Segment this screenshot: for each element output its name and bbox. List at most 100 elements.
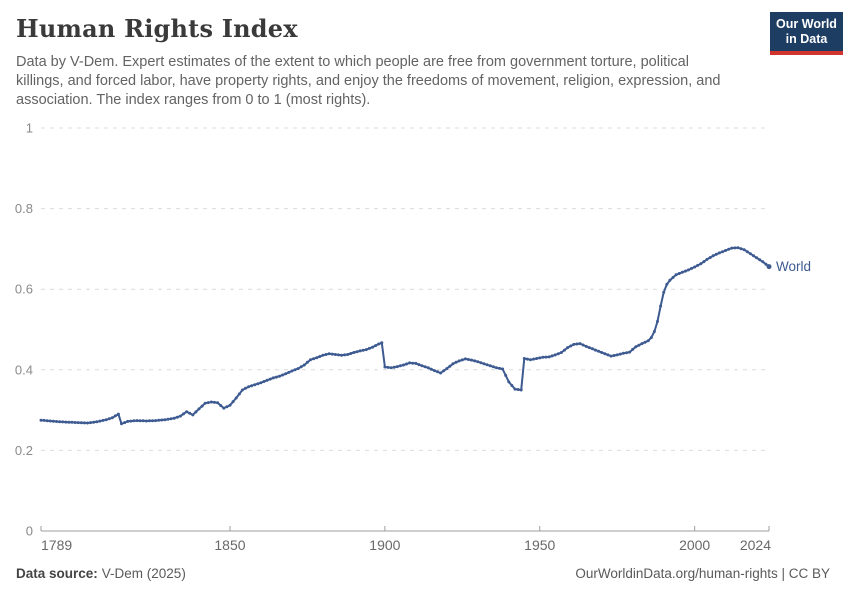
data-point: [612, 354, 616, 357]
license-link[interactable]: CC BY: [788, 566, 830, 581]
data-point: [758, 258, 762, 262]
data-point: [209, 400, 213, 404]
data-point: [668, 278, 672, 282]
data-point: [559, 351, 563, 354]
data-point: [305, 360, 309, 364]
data-point: [755, 256, 759, 260]
data-point: [237, 392, 241, 396]
data-point: [736, 246, 740, 250]
data-point: [467, 358, 470, 361]
data-point: [61, 420, 65, 424]
data-point: [550, 354, 554, 358]
chart-subtitle: Data by V-Dem. Expert estimates of the e…: [16, 54, 721, 108]
data-point: [417, 363, 421, 367]
data-point: [556, 352, 560, 356]
x-axis-label-1850: 1850: [214, 537, 245, 553]
data-point: [429, 367, 433, 371]
data-point: [687, 268, 690, 272]
data-point: [274, 375, 278, 379]
data-point: [361, 348, 365, 352]
data-point: [426, 366, 430, 370]
data-point: [460, 358, 464, 362]
data-point: [649, 336, 653, 340]
data-point: [476, 360, 480, 364]
data-point: [498, 366, 501, 370]
data-point: [154, 419, 158, 423]
data-source-value: V-Dem (2025): [101, 566, 186, 581]
data-point: [525, 357, 529, 361]
x-axis-label-1950: 1950: [524, 537, 555, 553]
data-point: [76, 421, 80, 425]
data-point: [702, 260, 706, 264]
owid-url-link[interactable]: OurWorldinData.org/human-rights: [575, 566, 778, 581]
data-point: [315, 356, 319, 360]
data-point: [247, 385, 251, 389]
data-point: [411, 361, 415, 365]
data-point: [92, 420, 96, 424]
data-point: [488, 364, 492, 368]
data-point: [389, 366, 393, 370]
data-point: [420, 364, 424, 368]
data-point: [95, 420, 99, 424]
data-point: [693, 265, 697, 269]
data-point: [454, 360, 458, 364]
data-point: [457, 359, 461, 363]
data-point: [309, 358, 312, 362]
data-point: [39, 418, 43, 422]
data-point: [259, 381, 263, 385]
data-point: [213, 400, 216, 404]
data-point: [423, 365, 427, 369]
data-point: [271, 376, 275, 380]
y-axis-label-0.4: 0.4: [15, 362, 33, 377]
data-point: [268, 377, 272, 381]
data-point: [250, 384, 254, 388]
data-point: [352, 351, 356, 354]
footer-separator: |: [777, 566, 789, 581]
data-point: [584, 344, 588, 348]
data-point: [225, 405, 229, 409]
data-point: [302, 363, 306, 367]
data-point: [107, 417, 111, 421]
data-point: [45, 419, 49, 423]
data-point: [219, 404, 223, 407]
data-point: [374, 344, 378, 348]
owid-logo[interactable]: Our World in Data: [770, 12, 843, 55]
data-point: [185, 410, 189, 414]
data-point: [448, 364, 452, 368]
data-point: [101, 418, 105, 422]
data-point: [516, 388, 520, 391]
data-point: [671, 276, 675, 279]
data-point: [739, 247, 743, 251]
data-point: [696, 263, 700, 267]
data-point: [727, 247, 731, 251]
data-point: [228, 403, 232, 407]
data-point: [287, 370, 291, 374]
data-point: [265, 378, 269, 382]
data-point: [364, 348, 368, 352]
data-point: [163, 418, 167, 422]
data-point: [188, 411, 192, 415]
data-point: [463, 357, 467, 361]
data-point: [708, 256, 712, 260]
data-point: [510, 384, 514, 387]
data-point: [721, 250, 724, 254]
data-point: [355, 350, 359, 354]
data-point: [129, 419, 133, 423]
series-label-world[interactable]: World: [776, 259, 811, 274]
data-point: [597, 349, 601, 353]
data-point: [482, 362, 486, 366]
data-point: [711, 254, 715, 258]
data-point: [380, 341, 384, 345]
data-point: [346, 353, 350, 356]
series-line-world[interactable]: [40, 246, 770, 425]
data-point: [333, 353, 337, 356]
footer-links: OurWorldinData.org/human-rights | CC BY: [575, 566, 830, 581]
x-axis-label-2024: 2024: [740, 537, 771, 553]
data-point: [519, 388, 523, 392]
data-point: [234, 396, 238, 400]
data-point: [48, 419, 52, 423]
data-point: [126, 419, 130, 423]
data-point: [529, 358, 532, 362]
data-source-label: Data source:: [16, 566, 98, 581]
